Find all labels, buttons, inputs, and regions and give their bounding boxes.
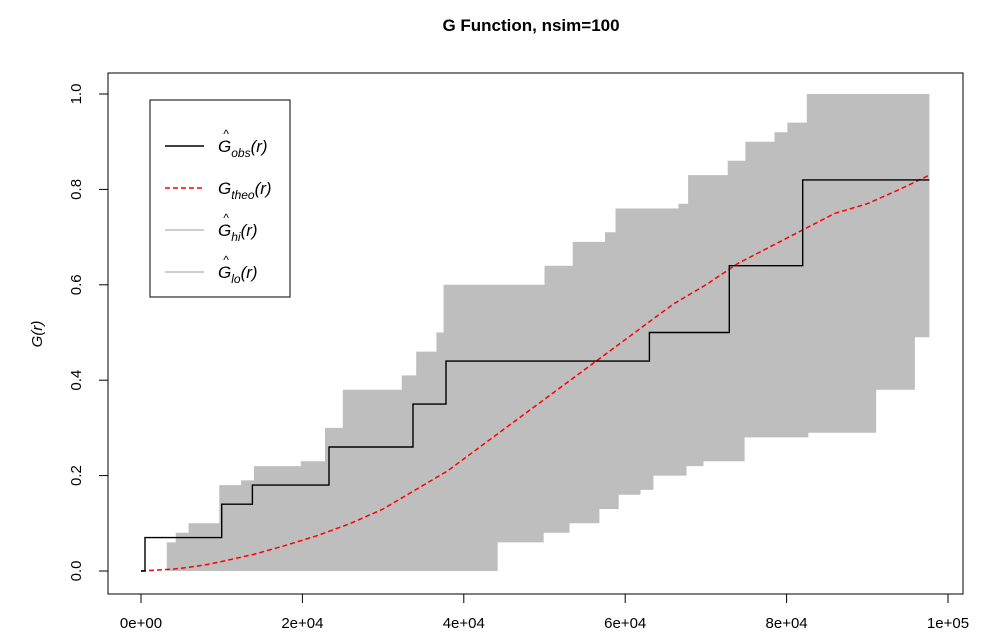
legend-arg-theo: (r) [255,179,272,198]
y-tick-label-2: 0.4 [68,370,85,391]
legend-name-lo: G [218,263,231,282]
legend-arg-hi: (r) [241,221,258,240]
y-axis-label: G(r) [29,321,46,348]
legend-sub-obs: obs [231,146,250,160]
legend-label-lo: ^Glo(r) [218,253,258,286]
y-tick-label-5: 1.0 [68,84,85,105]
legend-text-obs: Gobs(r) [218,137,268,160]
x-tick-label-0: 0e+00 [120,615,162,632]
legend-arg-obs: (r) [251,137,268,156]
chart-title: G Function, nsim=100 [442,16,619,35]
legend-name-theo: G [218,179,231,198]
legend-label-obs: ^Gobs(r) [218,127,268,160]
legend-hat-lo: ^ [223,253,229,267]
y-axis-label-text: G(r) [29,321,46,348]
legend-name-obs: G [218,137,231,156]
legend-label-hi: ^Ghi(r) [218,211,258,244]
y-tick-label-1: 0.2 [68,465,85,486]
legend-arg-lo: (r) [241,263,258,282]
y-tick-label-0: 0.0 [68,561,85,582]
legend-sub-lo: lo [231,272,241,286]
legend-box [149,99,291,298]
legend: ^Gobs(r)Gtheo(r)^Ghi(r)^Glo(r) [149,99,291,298]
legend-entries: ^Gobs(r)Gtheo(r)^Ghi(r)^Glo(r) [165,127,272,286]
legend-text-lo: Glo(r) [218,263,258,286]
legend-hat-obs: ^ [223,127,229,141]
x-tick-label-1: 2e+04 [281,615,323,632]
y-tick-label-4: 0.8 [68,179,85,200]
y-tick-label-3: 0.6 [68,274,85,295]
legend-text-hi: Ghi(r) [218,221,258,244]
legend-text-theo: Gtheo(r) [218,179,272,202]
legend-hat-hi: ^ [223,211,229,225]
x-tick-label-5: 1e+05 [927,615,969,632]
x-tick-label-4: 8e+04 [766,615,808,632]
x-tick-label-3: 6e+04 [604,615,646,632]
x-tick-label-2: 4e+04 [443,615,485,632]
y-axis: 0.0 0.2 0.4 0.6 0.8 1.0 [68,84,109,582]
series-theo-line [140,174,930,572]
x-axis: 0e+00 2e+04 4e+04 6e+04 8e+04 1e+05 [120,593,969,632]
legend-name-hi: G [218,221,231,240]
series-obs-line [141,179,930,572]
legend-label-theo: Gtheo(r) [218,179,272,202]
envelope-band [141,94,930,571]
legend-sub-theo: theo [231,188,255,202]
legend-sub-hi: hi [231,230,241,244]
